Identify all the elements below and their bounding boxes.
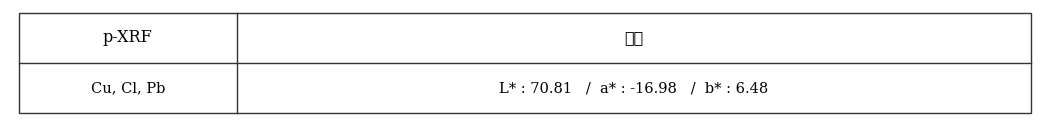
Text: Cu, Cl, Pb: Cu, Cl, Pb — [90, 81, 165, 95]
Text: L* : 70.81   /  a* : -16.98   /  b* : 6.48: L* : 70.81 / a* : -16.98 / b* : 6.48 — [499, 81, 769, 95]
Text: 색도: 색도 — [624, 30, 644, 45]
Text: p-XRF: p-XRF — [103, 29, 152, 46]
Bar — [19, 13, 1031, 113]
